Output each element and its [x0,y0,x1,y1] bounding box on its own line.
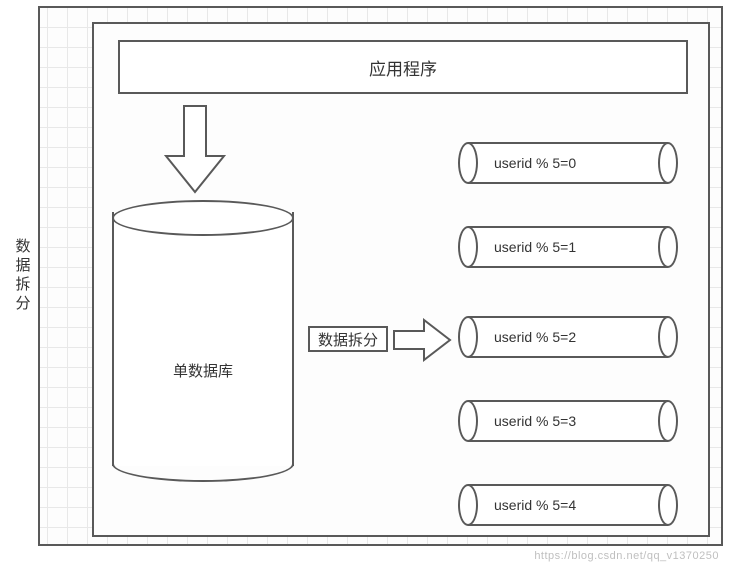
shard-capsule: userid % 5=4 [458,484,678,526]
shard-label: userid % 5=2 [494,329,576,345]
shard-label: userid % 5=3 [494,413,576,429]
shard-capsule: userid % 5=3 [458,400,678,442]
single-db-cylinder: 单数据库 [112,200,294,478]
sidebar-title-box: 数据拆分 [6,6,40,546]
shard-capsule: userid % 5=1 [458,226,678,268]
split-label-box: 数据拆分 [308,326,388,352]
watermark: https://blog.csdn.net/qq_v1370250 [534,550,719,562]
shard-capsule: userid % 5=2 [458,316,678,358]
shard-capsule: userid % 5=0 [458,142,678,184]
app-box: 应用程序 [118,40,688,94]
sidebar-title: 数据拆分 [12,238,33,314]
down-arrow-icon [160,104,230,196]
shard-label: userid % 5=4 [494,497,576,513]
shard-label: userid % 5=0 [494,155,576,171]
right-arrow-icon [392,318,454,362]
shard-label: userid % 5=1 [494,239,576,255]
single-db-label: 单数据库 [112,360,294,381]
split-label: 数据拆分 [318,329,378,350]
app-box-label: 应用程序 [369,55,437,80]
